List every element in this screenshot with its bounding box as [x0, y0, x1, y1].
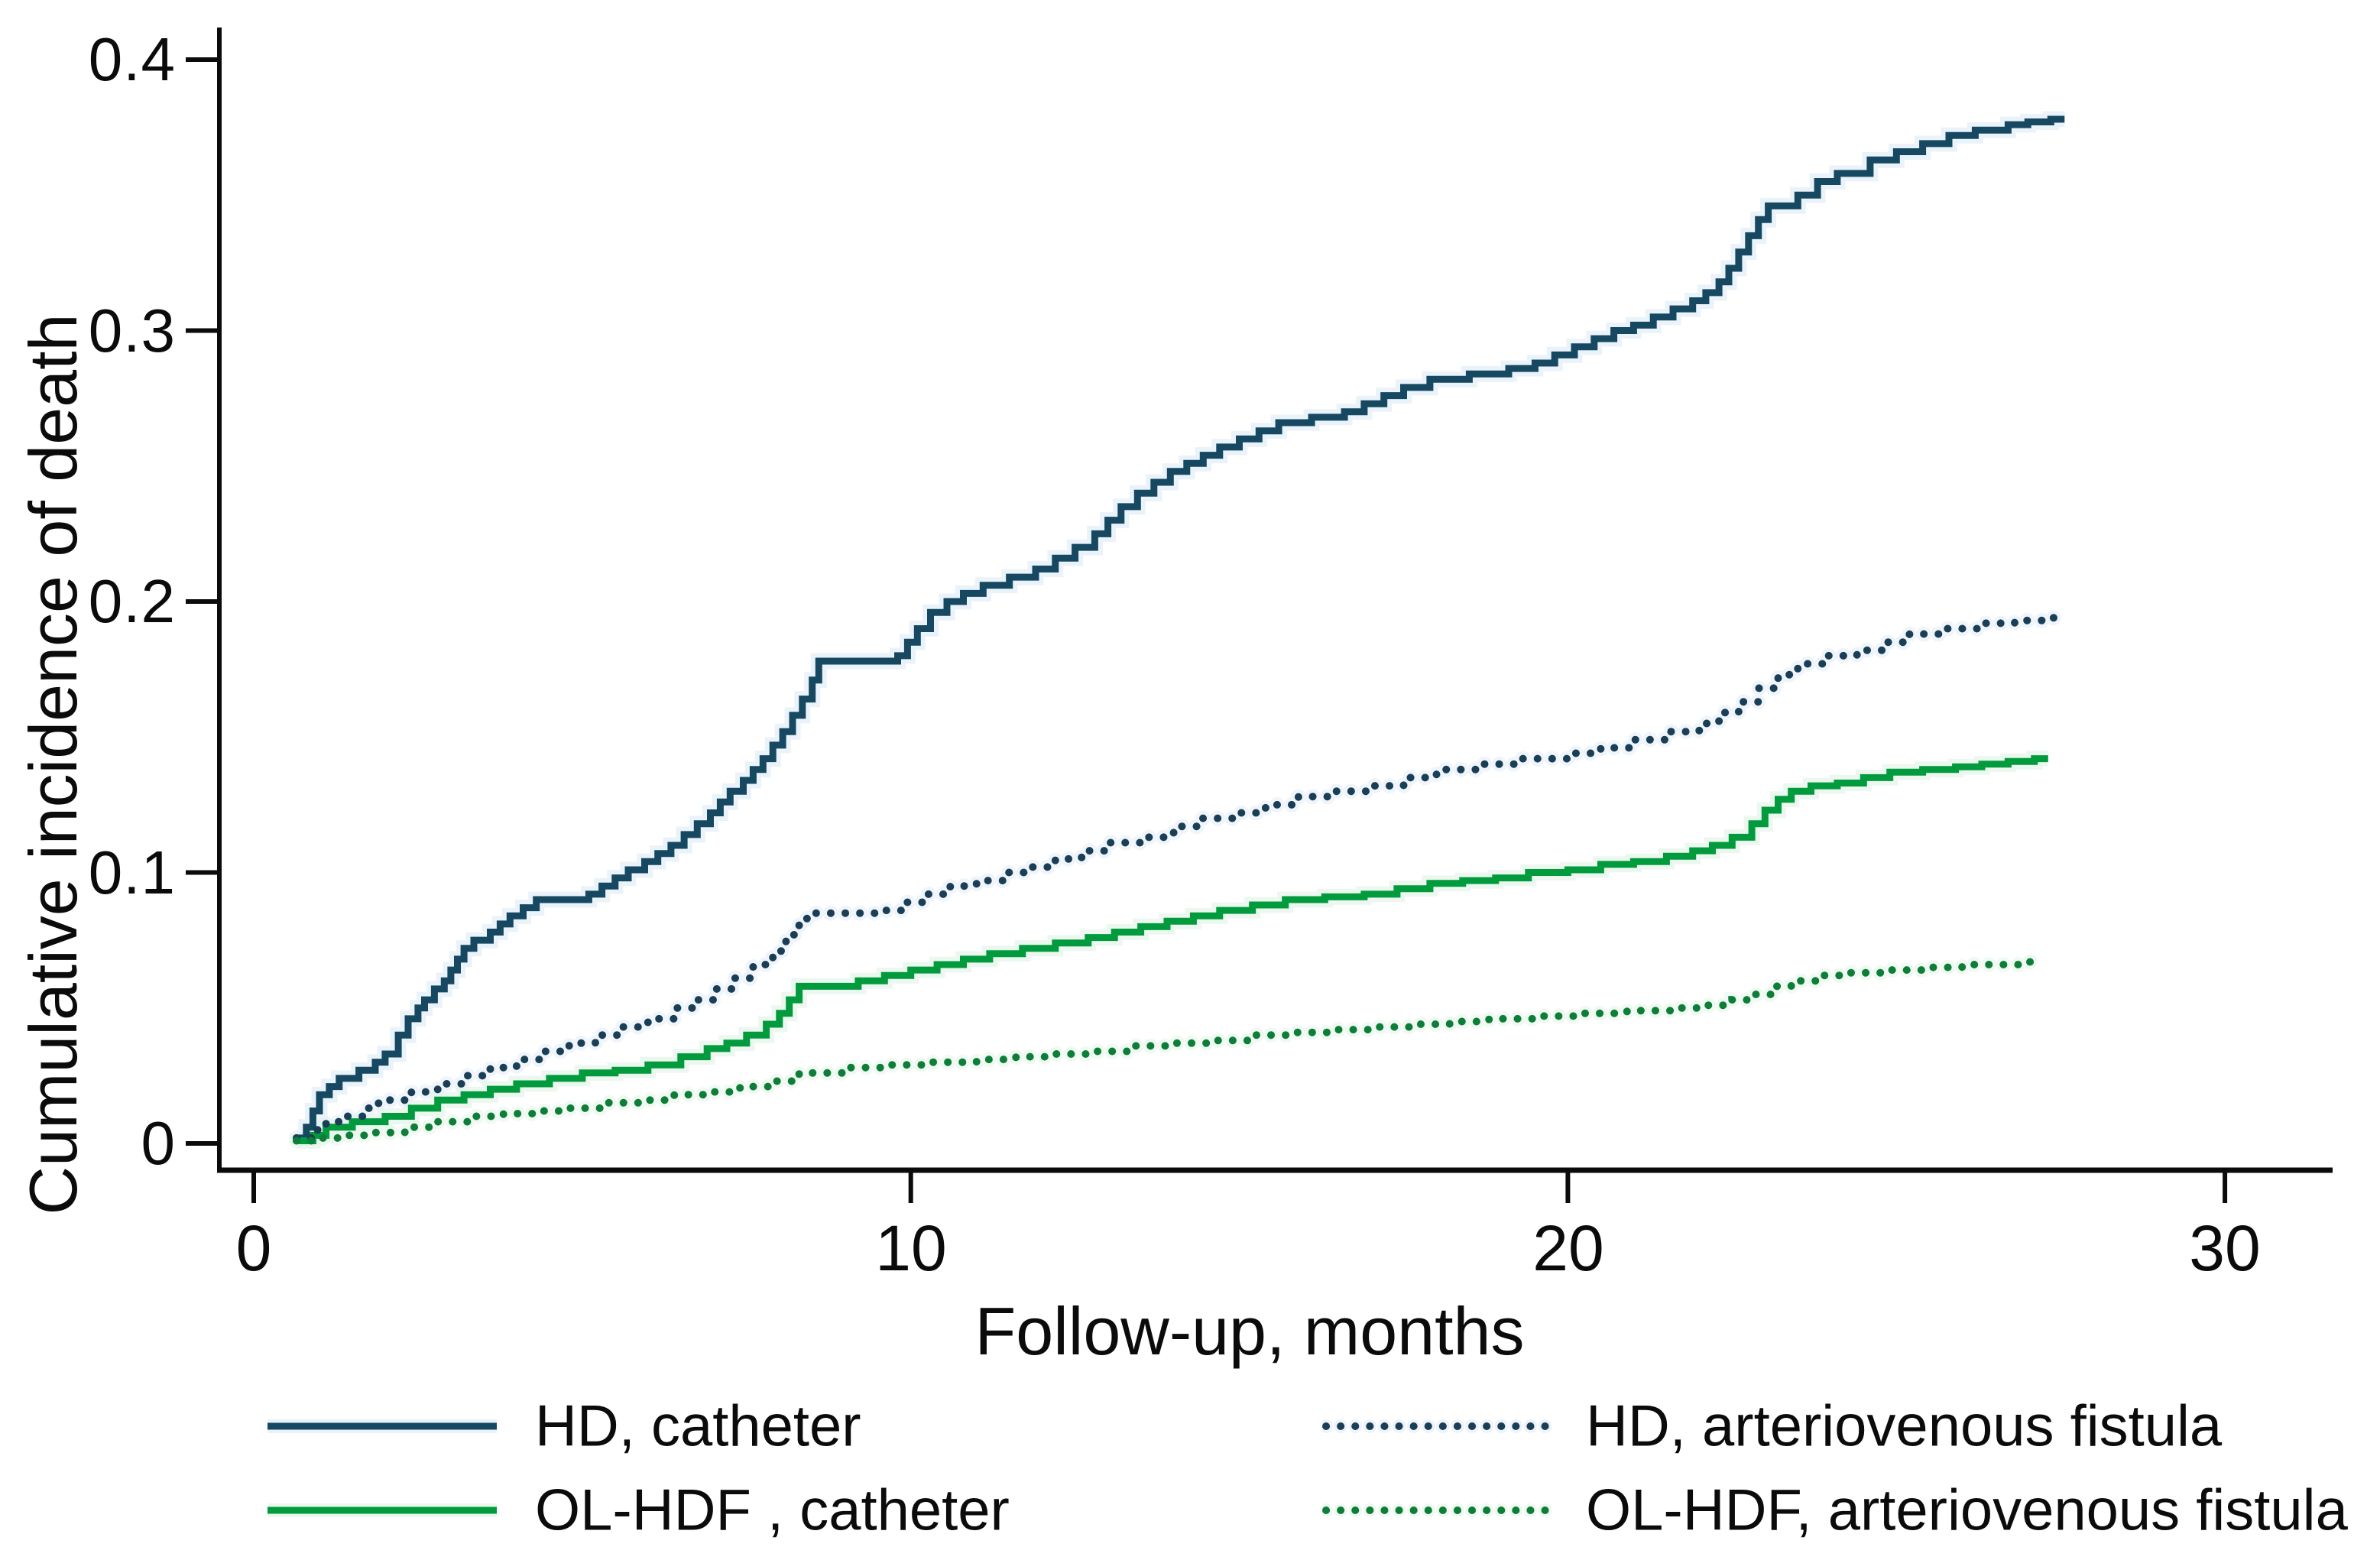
series-line-3	[292, 958, 2046, 1145]
y-tick-label-0: 0	[141, 1109, 176, 1177]
y-tick-label-0-4: 0.4	[88, 25, 176, 93]
y-axis-title: Cumulative incidence of death	[15, 313, 91, 1215]
series-line-2	[292, 614, 2065, 1142]
legend-label-olhdf-catheter: OL-HDF , catheter	[535, 1477, 1010, 1543]
series-halos	[288, 111, 2069, 1149]
y-tick-label-0-1: 0.1	[88, 838, 176, 906]
legend-label-hd-catheter: HD, catheter	[535, 1393, 861, 1459]
x-tick-label-20: 20	[1532, 1212, 1604, 1284]
series-lines	[292, 115, 2065, 1145]
series-halo-1	[296, 751, 2048, 1149]
axes	[217, 28, 2333, 1173]
axis-ticks	[186, 57, 2228, 1203]
series-halo-2	[288, 610, 2069, 1146]
legend-swatch-olhdf-avf	[1322, 1503, 1559, 1517]
legend-label-olhdf-avf: OL-HDF, arteriovenous fistula	[1586, 1477, 2348, 1543]
y-tick-label-0-2: 0.2	[88, 567, 176, 635]
x-tick-label-0: 0	[235, 1212, 272, 1284]
x-tick-label-30: 30	[2189, 1212, 2261, 1284]
legend-swatch-hd-avf	[1322, 1419, 1559, 1433]
x-axis-title: Follow-up, months	[974, 1293, 1525, 1369]
y-tick-label-0-3: 0.3	[88, 297, 176, 365]
legend-swatch-hd-catheter	[268, 1419, 497, 1433]
series-line-1	[296, 755, 2048, 1144]
legend-label-hd-avf: HD, arteriovenous fistula	[1586, 1393, 2223, 1459]
series-line-0	[296, 115, 2065, 1142]
legend-swatch-olhdf-catheter	[268, 1503, 497, 1517]
x-tick-label-10: 10	[875, 1212, 947, 1284]
